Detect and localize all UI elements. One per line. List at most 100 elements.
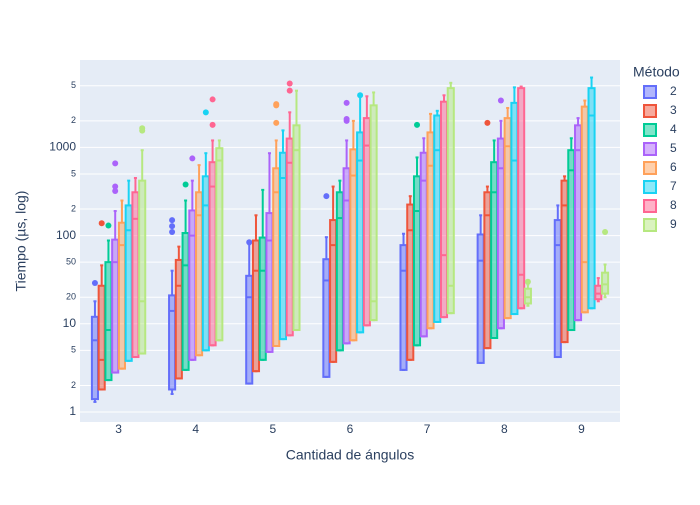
y-tick-label: 50 <box>66 257 76 267</box>
box <box>426 131 435 330</box>
legend-label: 4 <box>670 122 677 136</box>
box <box>278 151 288 341</box>
legend-swatch <box>643 161 657 175</box>
box <box>131 191 140 359</box>
box <box>104 261 113 382</box>
box <box>322 258 331 378</box>
legend-label: 3 <box>670 103 677 117</box>
x-tick-label: 8 <box>501 422 508 436</box>
box <box>553 219 562 359</box>
outlier <box>182 181 189 188</box>
outlier <box>209 96 216 103</box>
y-tick-label: 2 <box>71 203 76 213</box>
outlier <box>169 228 176 235</box>
outlier <box>414 121 421 128</box>
box <box>580 105 589 314</box>
outlier <box>497 97 504 104</box>
legend-swatch <box>643 180 657 194</box>
y-tick-label: 5 <box>71 168 76 178</box>
box <box>138 179 147 355</box>
outlier <box>343 116 350 123</box>
box <box>329 219 338 363</box>
outlier <box>246 239 253 246</box>
outlier <box>105 222 112 229</box>
outlier <box>357 92 364 99</box>
box <box>446 87 455 315</box>
box <box>362 117 371 327</box>
x-tick-label: 9 <box>578 422 585 436</box>
legend-label: 7 <box>670 179 677 193</box>
legend-swatch <box>643 85 657 99</box>
outlier <box>273 119 280 126</box>
box <box>265 212 274 353</box>
box <box>433 114 442 323</box>
box <box>342 167 351 345</box>
box <box>567 149 576 332</box>
y-tick-label: 2 <box>71 115 76 125</box>
box <box>349 148 358 342</box>
outlier <box>343 99 350 106</box>
x-tick-label: 5 <box>270 422 277 436</box>
box <box>208 161 217 347</box>
legend-title: Método <box>633 64 680 80</box>
box <box>201 175 210 352</box>
y-tick-label: 1000 <box>49 140 76 154</box>
outlier <box>189 155 196 162</box>
legend-label: 2 <box>670 84 677 98</box>
y-axis-title: Tiempo (µs, log) <box>13 191 29 292</box>
x-tick-label: 3 <box>115 422 122 436</box>
box <box>523 287 532 305</box>
outlier <box>112 183 119 190</box>
box <box>412 175 422 347</box>
box <box>335 191 344 352</box>
x-tick-label: 6 <box>347 422 354 436</box>
outlier <box>602 228 609 235</box>
outlier <box>91 280 98 287</box>
box <box>124 204 133 362</box>
box <box>188 209 197 361</box>
x-tick-label: 4 <box>192 422 199 436</box>
box <box>272 167 281 348</box>
outlier <box>286 80 293 87</box>
legend-swatch <box>643 104 657 118</box>
box <box>285 137 294 337</box>
y-tick-label: 100 <box>56 228 76 242</box>
outlier <box>286 87 293 94</box>
outlier <box>273 101 280 108</box>
y-tick-label: 1 <box>69 404 76 418</box>
box <box>476 233 485 364</box>
box <box>369 104 378 322</box>
box <box>174 258 183 380</box>
outlier <box>202 109 209 116</box>
box <box>245 274 254 385</box>
outlier <box>524 278 531 285</box>
outlier <box>323 193 330 200</box>
box <box>292 124 301 332</box>
box <box>90 315 99 401</box>
box <box>356 131 365 334</box>
y-tick-label: 5 <box>71 345 76 355</box>
box <box>181 232 190 371</box>
box <box>195 191 204 357</box>
outlier <box>98 220 105 227</box>
outlier <box>169 223 176 230</box>
box <box>97 284 106 391</box>
box <box>399 244 408 371</box>
y-tick-label: 5 <box>71 80 76 90</box>
box <box>168 294 177 391</box>
box <box>490 161 499 340</box>
box <box>587 87 596 310</box>
box <box>594 284 603 301</box>
box <box>574 124 583 322</box>
box <box>251 239 261 373</box>
legend-label: 5 <box>670 141 677 155</box>
y-tick-label: 20 <box>66 292 76 302</box>
x-tick-label: 7 <box>424 422 431 436</box>
box <box>503 117 512 320</box>
outlier <box>112 188 119 195</box>
y-tick-label: 10 <box>63 316 77 330</box>
legend-label: 9 <box>670 217 677 231</box>
outlier <box>139 125 146 132</box>
box <box>601 271 610 295</box>
